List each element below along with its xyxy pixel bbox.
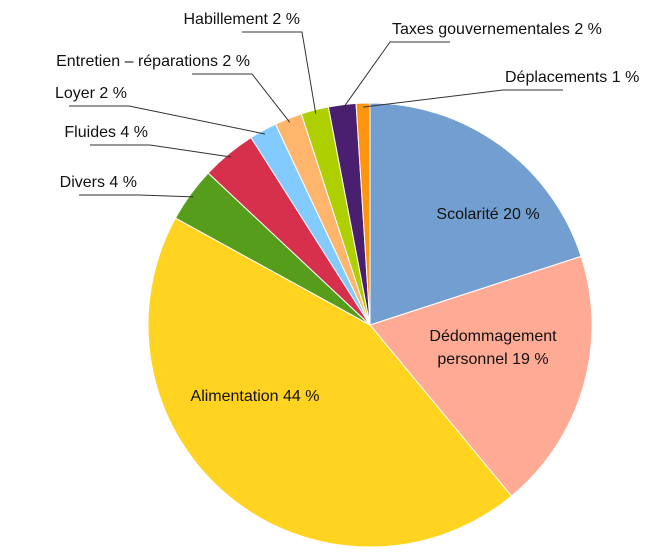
leader-line <box>79 194 194 198</box>
slice-label: Loyer 2 % <box>55 85 127 102</box>
pie-slice <box>147 217 513 548</box>
slice-label: Entretien – réparations 2 % <box>56 53 250 70</box>
slice-label: Fluides 4 % <box>64 124 148 141</box>
leader-line <box>69 105 266 135</box>
slice-label: Divers 4 % <box>60 174 137 191</box>
leader-line <box>242 31 317 114</box>
pie-slice <box>355 102 371 326</box>
slice-label: Dédommagement <box>429 328 557 345</box>
leader-line <box>342 41 450 110</box>
slice-label: personnel 19 % <box>437 351 548 368</box>
slice-label: Taxes gouvernementales 2 % <box>392 21 602 38</box>
slice-label: Habillement 2 % <box>184 11 301 28</box>
leader-line <box>90 144 232 158</box>
pie-slice <box>369 102 582 326</box>
slice-label: Déplacements 1 % <box>505 69 639 86</box>
slice-label: Scolarité 20 % <box>436 206 539 223</box>
pie-slice <box>369 255 593 497</box>
leader-line <box>192 73 291 123</box>
slice-label: Alimentation 44 % <box>191 388 320 405</box>
leader-line <box>363 89 563 108</box>
